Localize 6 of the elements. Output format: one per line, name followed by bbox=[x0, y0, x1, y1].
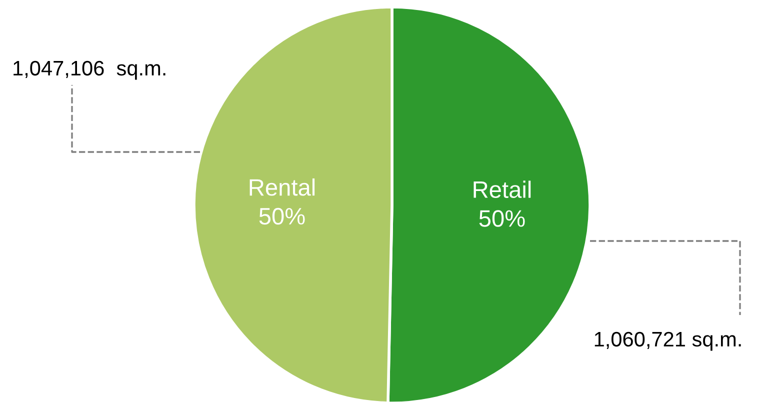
data-label: 1,047,106 sq.m. bbox=[14, 60, 166, 80]
data-label: 1,060,721 sq.m. bbox=[594, 332, 741, 351]
slice-label: Rental bbox=[250, 178, 315, 196]
text: 50% bbox=[259, 208, 305, 225]
text: 50% bbox=[479, 210, 525, 227]
slice-label: Retail bbox=[474, 180, 531, 198]
